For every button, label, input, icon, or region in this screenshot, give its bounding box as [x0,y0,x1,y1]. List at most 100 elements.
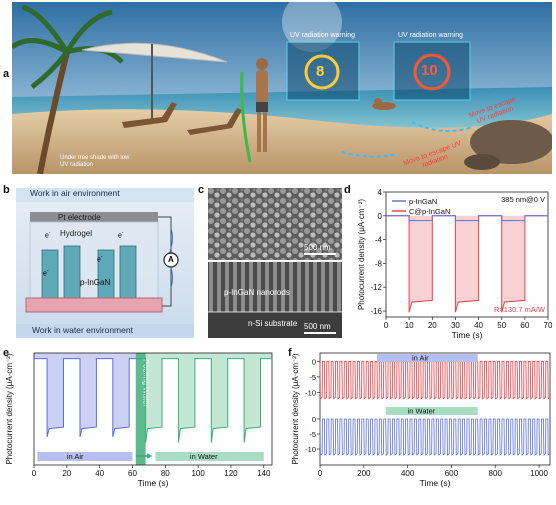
chart-d-x-tick-label: 70 [544,321,553,330]
chart-d-x-tick-label: 60 [520,321,529,330]
chart-f-x-tick-label: 800 [489,469,503,478]
electron-symbol: e- [118,230,124,240]
chart-f-air-tag [376,354,478,362]
chart-d-plot-frame [385,191,549,318]
chart-d-legend-label: C@p-InGaN [409,207,450,216]
sem-substrate-label: n-Si substrate [248,319,298,328]
chart-d-y-axis-label: Photocurrent density (μA·cm⁻²) [357,199,366,310]
panel-d: d 0 10 20 30 40 50 60 70 4 0 -4 -8 -12 -16 Time (s) Pho… [344,180,556,345]
chart-e-series-line [34,358,136,438]
chart-f-plot-frame [319,352,551,466]
panel-label-f: f [288,347,292,359]
sem-scale-top-label: 500 nm [304,243,331,252]
sem-nanorods-label: p-InGaN nanorods [224,288,290,297]
chart-d-y-tick-label: 4 [378,188,383,197]
chart-f-series-line [319,360,551,400]
chart-e-fill-air [34,353,136,437]
chart-e-x-tick-label: 120 [224,469,238,478]
electron-symbol: e- [45,230,51,240]
uv-warning-title-2: UV radiation warning [398,32,463,39]
chart-f-x-tick-label: 600 [445,469,459,478]
chart-d-y-tick-label: -8 [375,259,383,268]
chart-d-x-tick-label: 40 [474,321,483,330]
chart-d-x-tick-label: 20 [428,321,437,330]
chart-d-x-tick-label: 10 [405,321,414,330]
chart-f-y-tick-label: -5 [309,373,316,382]
uv-index-value-1: 8 [316,63,325,80]
chart-f-y-tick-label: -5 [309,430,316,439]
chart-f-y-tick-label: 0 [312,357,316,366]
chart-d-fill-C@p-InGaN [386,215,548,313]
panel-a: a [0,0,556,178]
chart-d-x-axis-label: Time (s) [452,330,483,340]
panel-c: c 500 nm p-InGaN nanorods n-Si substrate… [196,180,344,340]
chart-e-x-tick-label: 20 [62,469,71,478]
uv-warning-box-1 [286,41,360,101]
chart-e-water-label: in Water [190,452,218,461]
person-icon [240,58,268,163]
chart-e-x-tick-label: 140 [257,469,271,478]
chart-e-x-axis-label: Time (s) [138,478,169,488]
chart-f-x-tick-label: 0 [318,469,323,478]
ammeter-icon [163,252,179,268]
panel-f: f 0 200 400 600 800 1000 Time (s) Photocurrent … [278,345,556,500]
chart-f-x-tick-label: 400 [401,469,415,478]
uv-warning-box-2 [393,41,471,101]
chart-d-y-tick-label: -12 [370,283,382,292]
ammeter-symbol: A [168,255,174,264]
hydrogel-label: Hydrogel [60,229,93,238]
chart-f-water-tag [385,407,478,415]
panel-label-a: a [3,68,10,80]
chart-f-series-line [319,418,551,456]
water-environment-label: Work in water environment [32,325,133,335]
electron-symbol: e- [43,268,49,278]
chart-e-series-line [135,358,272,443]
chart-d-x-tick-label: 50 [497,321,506,330]
chart-d-series-line [386,215,548,313]
chart-e-x-tick-label: 40 [95,469,104,478]
chart-e-air-label: in Air [67,452,84,461]
panel-label-b: b [3,184,10,196]
chart-e-y-axis-label: Photocurrent density (μA·cm⁻²) [5,353,14,464]
pt-electrode-label: Pt electrode [58,213,101,222]
chart-d-y-tick-label: 0 [378,212,383,221]
uv-index-value-2: 10 [421,62,438,79]
pt-electrode [30,212,158,222]
chart-f-x-tick-label: 1000 [530,469,548,478]
panel-b: b Work in air environment Pt electrode H… [0,180,196,340]
ingan-label: p-InGaN [80,278,111,287]
chart-d-responsivity-label: R=130.7 mA/W [494,305,546,314]
chart-f-water-label: in Water [408,407,436,416]
beach-scene [12,2,552,174]
shade-caption: Under tree shade with low UV radiation [60,155,130,168]
photocurrent-chart-e: Pouring Water 0 20 40 60 80 100 120 140 Time (s) P… [5,352,273,488]
chart-f-x-axis-label: Time (s) [420,478,451,488]
chart-e-arrow-head-icon [147,453,153,459]
chart-e-fill-water [135,353,272,443]
chart-e-air-tag [37,452,133,461]
chart-e-x-tick-label: 60 [128,469,137,478]
chart-d-x-tick-label: 30 [451,321,460,330]
sem-scale-bottom-label: 500 nm [304,322,331,331]
palm-tree-icon [12,4,124,174]
chart-f-y-tick-label: 0 [312,415,316,424]
chart-e-plot-frame [33,352,273,466]
sem-images [208,188,342,338]
chart-f-air-label: in Air [412,354,429,363]
chart-d-condition-label: 385 nm@0 V [501,195,545,204]
lounger-icon [122,102,242,135]
chart-e-x-tick-label: 100 [191,469,205,478]
umbrella-icon [81,42,228,120]
chart-e-x-tick-label: 80 [161,469,170,478]
chart-f-y-tick-label: -10 [305,445,316,454]
chart-e-water-tag [155,452,264,461]
air-environment-label: Work in air environment [30,188,120,198]
panel-e: e Pouring Water 0 20 40 60 80 100 120 140 Time (s… [0,345,278,500]
chart-d-series-line [386,215,548,222]
chart-e-pouring-label: Pouring Water [142,359,151,407]
chart-d-legend-label: p-InGaN [409,197,437,206]
panel-label-c: c [198,184,205,196]
swimmer-icon [372,98,396,110]
chart-d-x-tick-label: 0 [384,321,389,330]
